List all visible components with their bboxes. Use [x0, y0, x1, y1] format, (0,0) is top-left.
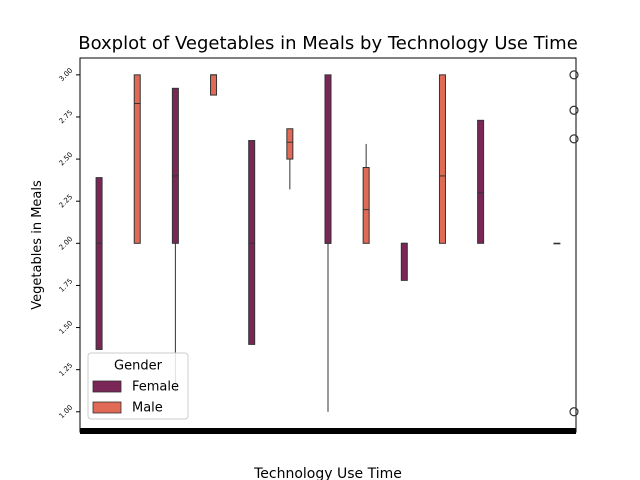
y-axis-label: Vegetables in Meals	[30, 180, 45, 310]
box	[286, 128, 294, 160]
flier	[569, 407, 579, 417]
box	[400, 242, 408, 281]
y-tick-label: 2.75	[58, 109, 75, 126]
box	[438, 74, 446, 244]
flier	[569, 70, 579, 80]
y-tick-label: 1.75	[58, 277, 75, 294]
plot-area	[79, 57, 577, 433]
box	[477, 119, 485, 244]
box	[248, 140, 256, 345]
chart-title: Boxplot of Vegetables in Meals by Techno…	[78, 33, 578, 54]
y-tick-label: 2.25	[58, 193, 75, 210]
legend-label: Female	[132, 380, 179, 395]
box	[210, 74, 218, 96]
legend-label: Male	[132, 401, 163, 416]
flier	[569, 134, 579, 144]
y-tick-label: 2.50	[58, 151, 75, 168]
y-tick-label: 3.00	[58, 67, 75, 84]
box	[324, 74, 332, 244]
box	[95, 177, 103, 350]
legend-swatch	[92, 380, 122, 393]
y-tick-label: 1.00	[58, 403, 75, 420]
box	[133, 74, 141, 244]
y-tick-label: 1.50	[58, 319, 75, 336]
y-tick-label: 1.25	[58, 361, 75, 378]
legend-title: Gender	[114, 359, 163, 374]
x-tick-label-clutter	[80, 428, 576, 434]
y-tick-label: 2.00	[58, 235, 75, 252]
box	[362, 167, 370, 244]
legend-swatch	[92, 401, 122, 414]
box	[171, 87, 179, 244]
flier	[569, 105, 579, 115]
x-axis-label: Technology Use Time	[253, 466, 402, 480]
